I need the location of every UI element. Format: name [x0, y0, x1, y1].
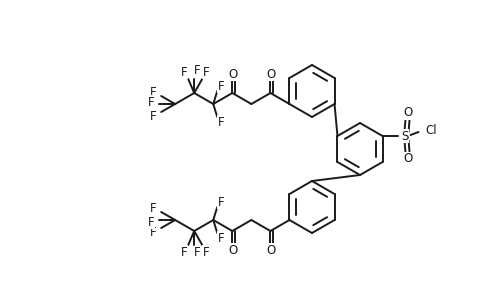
Text: F: F [194, 246, 201, 260]
Text: F: F [218, 80, 225, 92]
Text: F: F [181, 66, 187, 78]
Text: F: F [218, 232, 225, 244]
Text: F: F [218, 195, 225, 209]
Text: F: F [181, 246, 187, 258]
Text: O: O [403, 106, 412, 119]
Text: O: O [403, 153, 412, 165]
Text: S: S [401, 130, 408, 142]
Text: O: O [267, 243, 276, 257]
Text: F: F [218, 116, 225, 128]
Text: O: O [267, 68, 276, 80]
Text: F: F [203, 66, 210, 78]
Text: O: O [229, 243, 238, 257]
Text: F: F [203, 246, 210, 258]
Text: Cl: Cl [426, 125, 437, 137]
Text: F: F [148, 215, 155, 229]
Text: F: F [148, 95, 155, 108]
Text: F: F [150, 226, 156, 238]
Text: F: F [150, 201, 156, 215]
Text: F: F [194, 64, 201, 77]
Text: F: F [150, 109, 156, 122]
Text: O: O [229, 68, 238, 80]
Text: F: F [150, 86, 156, 99]
